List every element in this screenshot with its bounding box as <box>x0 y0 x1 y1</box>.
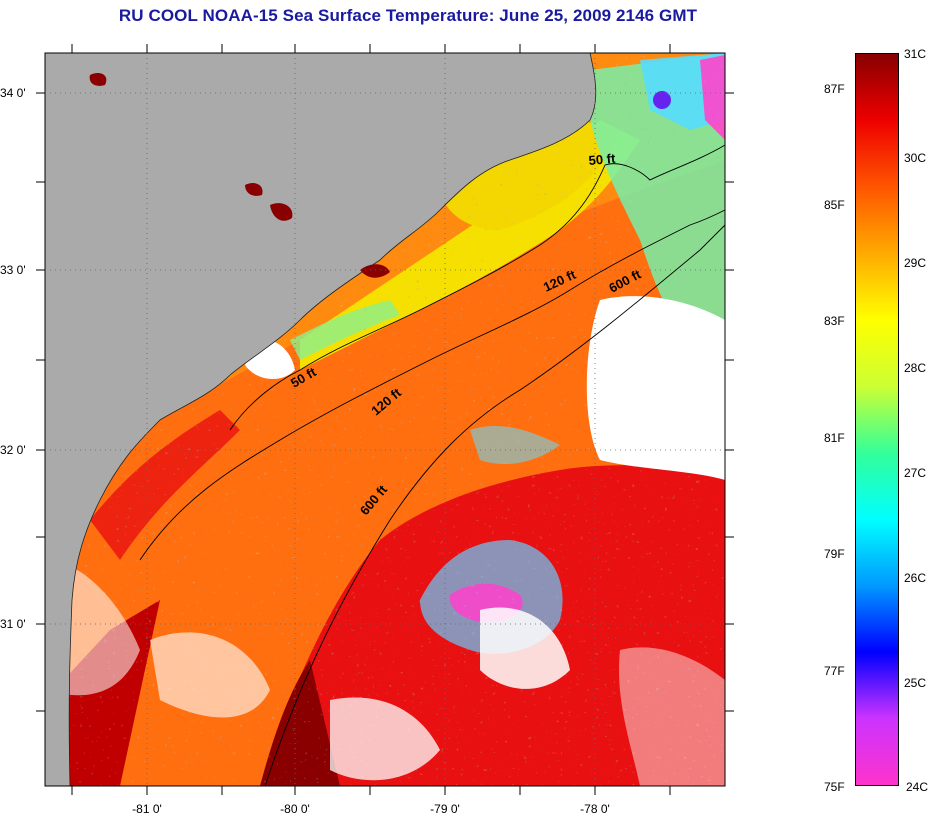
colorbar-label-85f: 85F <box>824 198 845 212</box>
map-grid <box>45 53 725 786</box>
cloud-south <box>150 632 270 718</box>
contour-120ft <box>139 209 726 561</box>
cloud-eddy <box>480 607 570 689</box>
colorbar-label-30c: 30C <box>904 151 927 165</box>
colorbar-label-27c: 27C <box>904 466 927 480</box>
colorbar-label-87f: 87F <box>824 82 845 96</box>
map-plot-area <box>45 53 725 786</box>
inland-lake-3 <box>89 73 107 86</box>
lon-label-80: -80 0' <box>280 802 310 816</box>
lat-label-33: 33 0' <box>0 263 26 277</box>
colorbar-label-83f: 83F <box>824 314 845 328</box>
lat-label-31: 31 0' <box>0 617 26 631</box>
colorbar-label-31c: 31C <box>904 47 927 61</box>
colorbar-label-29c: 29C <box>904 256 927 270</box>
contour-label-50ft-north: 50 ft <box>588 151 617 168</box>
colorbar-label-79f: 79F <box>824 547 845 561</box>
colorbar-label-24c: 24C <box>906 780 929 794</box>
colorbar-label-75f: 75F <box>824 780 845 794</box>
map-frame <box>44 52 726 787</box>
lat-label-34: 34 0' <box>0 86 26 100</box>
lon-label-78: -78 0' <box>580 802 610 816</box>
axis-ticks <box>36 44 734 795</box>
lon-label-81: -81 0' <box>132 802 162 816</box>
estuary-1 <box>360 264 390 278</box>
contour-600ft <box>264 224 726 787</box>
lat-label-32: 32 0' <box>0 443 26 457</box>
map-title: RU COOL NOAA-15 Sea Surface Temperature:… <box>118 6 698 25</box>
colorbar-label-28c: 28C <box>904 361 927 375</box>
colorbar-label-81f: 81F <box>824 431 845 445</box>
colorbar-label-25c: 25C <box>904 676 927 690</box>
contour-50ft <box>229 144 726 431</box>
colorbar-label-26c: 26C <box>904 571 927 585</box>
sst-colorbar <box>855 53 899 786</box>
cloud-southeast <box>619 647 725 786</box>
cloud-east <box>586 296 725 480</box>
bathymetry-contours <box>139 144 726 787</box>
land-mass <box>45 53 597 786</box>
cloud-southcentral <box>330 697 440 781</box>
lon-label-79: -79 0' <box>430 802 460 816</box>
inland-lake-2 <box>245 183 263 196</box>
inland-lake <box>270 203 293 221</box>
colorbar-label-77f: 77F <box>824 664 845 678</box>
